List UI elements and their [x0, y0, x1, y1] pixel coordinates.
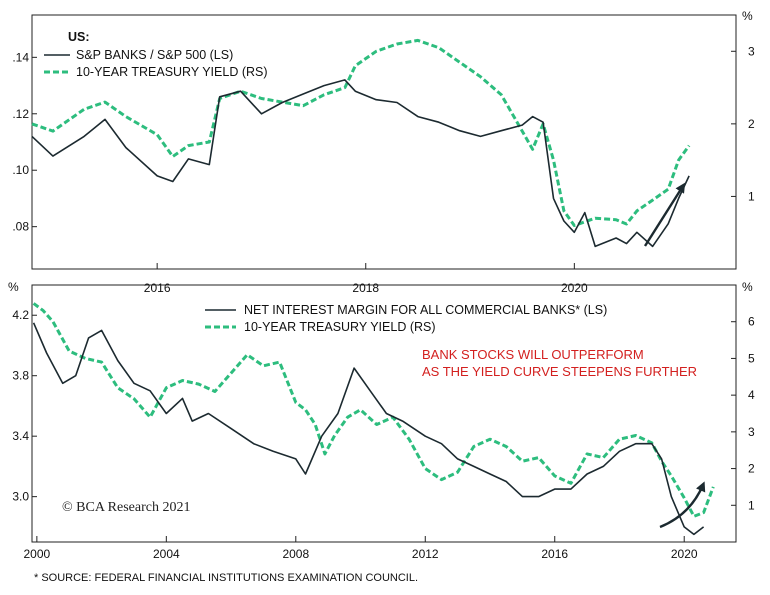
top-right-axis-ticks: 1 2 3	[731, 44, 755, 203]
top-left-tick-label: .10	[12, 163, 29, 177]
top-banks-ratio-line	[31, 79, 690, 248]
bottom-x-tick-label: 2004	[153, 547, 180, 561]
top-x-tick-label: 2018	[352, 281, 379, 295]
bottom-trend-arrow	[659, 481, 706, 529]
top-legend: US: S&P BANKS / S&P 500 (LS) 10-YEAR TRE…	[44, 30, 268, 79]
bottom-legend: NET INTEREST MARGIN FOR ALL COMMERCIAL B…	[205, 303, 607, 334]
bottom-left-axis-unit: %	[8, 280, 19, 294]
bottom-right-tick-label: 6	[748, 315, 755, 329]
bottom-left-tick-label: 3.8	[12, 369, 29, 383]
bottom-legend-label-yield: 10-YEAR TREASURY YIELD (RS)	[244, 320, 436, 334]
top-left-axis-ticks: .08 .10 .12 .14	[12, 50, 37, 234]
bottom-left-axis-ticks: 3.0 3.4 3.8 4.2	[12, 308, 37, 504]
copyright: © BCA Research 2021	[62, 500, 190, 515]
annotation-line-2: AS THE YIELD CURVE STEEPENS FURTHER	[422, 364, 697, 379]
bottom-yield-line	[32, 302, 715, 518]
bottom-right-axis-unit: %	[742, 280, 753, 294]
top-legend-label-yield: 10-YEAR TREASURY YIELD (RS)	[76, 65, 268, 79]
bottom-x-ticks: 2000 2004 2008 2012 2016 2020	[24, 536, 698, 561]
source-footnote: * SOURCE: FEDERAL FINANCIAL INSTITUTIONS…	[34, 572, 418, 584]
top-right-tick-label: 1	[748, 189, 755, 203]
bottom-legend-label-nim: NET INTEREST MARGIN FOR ALL COMMERCIAL B…	[244, 303, 607, 317]
bottom-x-tick-label: 2000	[24, 547, 51, 561]
bottom-right-tick-label: 2	[748, 462, 755, 476]
top-left-tick-label: .14	[12, 50, 29, 64]
top-x-ticks: 2016 2018 2020	[144, 263, 588, 295]
bottom-panel-frame	[31, 284, 737, 543]
top-yield-line	[31, 38, 691, 227]
bottom-x-tick-label: 2016	[541, 547, 568, 561]
annotation-line-1: BANK STOCKS WILL OUTPERFORM	[422, 347, 644, 362]
bottom-left-tick-label: 3.4	[12, 429, 29, 443]
top-x-tick-label: 2016	[144, 281, 171, 295]
top-panel: 2016 2018 2020 .08 .10 .12 .14 1 2 3 % US: S&P …	[12, 9, 755, 295]
top-trend-arrow	[643, 182, 686, 247]
bottom-nim-line	[32, 322, 705, 536]
bottom-left-tick-label: 4.2	[12, 308, 29, 322]
top-x-tick-label: 2020	[561, 281, 588, 295]
bottom-x-tick-label: 2020	[671, 547, 698, 561]
top-legend-label-banks: S&P BANKS / S&P 500 (LS)	[76, 48, 233, 62]
top-left-tick-label: .12	[12, 107, 29, 121]
bottom-series	[32, 302, 715, 536]
bottom-right-axis-ticks: 1 2 3 4 5 6	[731, 315, 755, 512]
top-left-tick-label: .08	[12, 220, 29, 234]
bottom-left-tick-label: 3.0	[12, 490, 29, 504]
top-legend-title: US:	[68, 30, 90, 44]
bottom-right-tick-label: 1	[748, 498, 755, 512]
bottom-x-tick-label: 2008	[282, 547, 309, 561]
top-panel-frame	[31, 14, 737, 270]
top-right-tick-label: 3	[748, 44, 755, 58]
top-series	[31, 38, 691, 248]
top-right-tick-label: 2	[748, 117, 755, 131]
bottom-x-tick-label: 2012	[412, 547, 439, 561]
top-right-axis-unit: %	[742, 9, 753, 23]
bottom-right-tick-label: 4	[748, 388, 755, 402]
bottom-right-tick-label: 3	[748, 425, 755, 439]
bottom-panel: 2000 2004 2008 2012 2016 2020 3.0 3.4 3.8 4.2 1 2…	[8, 280, 755, 561]
bottom-right-tick-label: 5	[748, 351, 755, 365]
